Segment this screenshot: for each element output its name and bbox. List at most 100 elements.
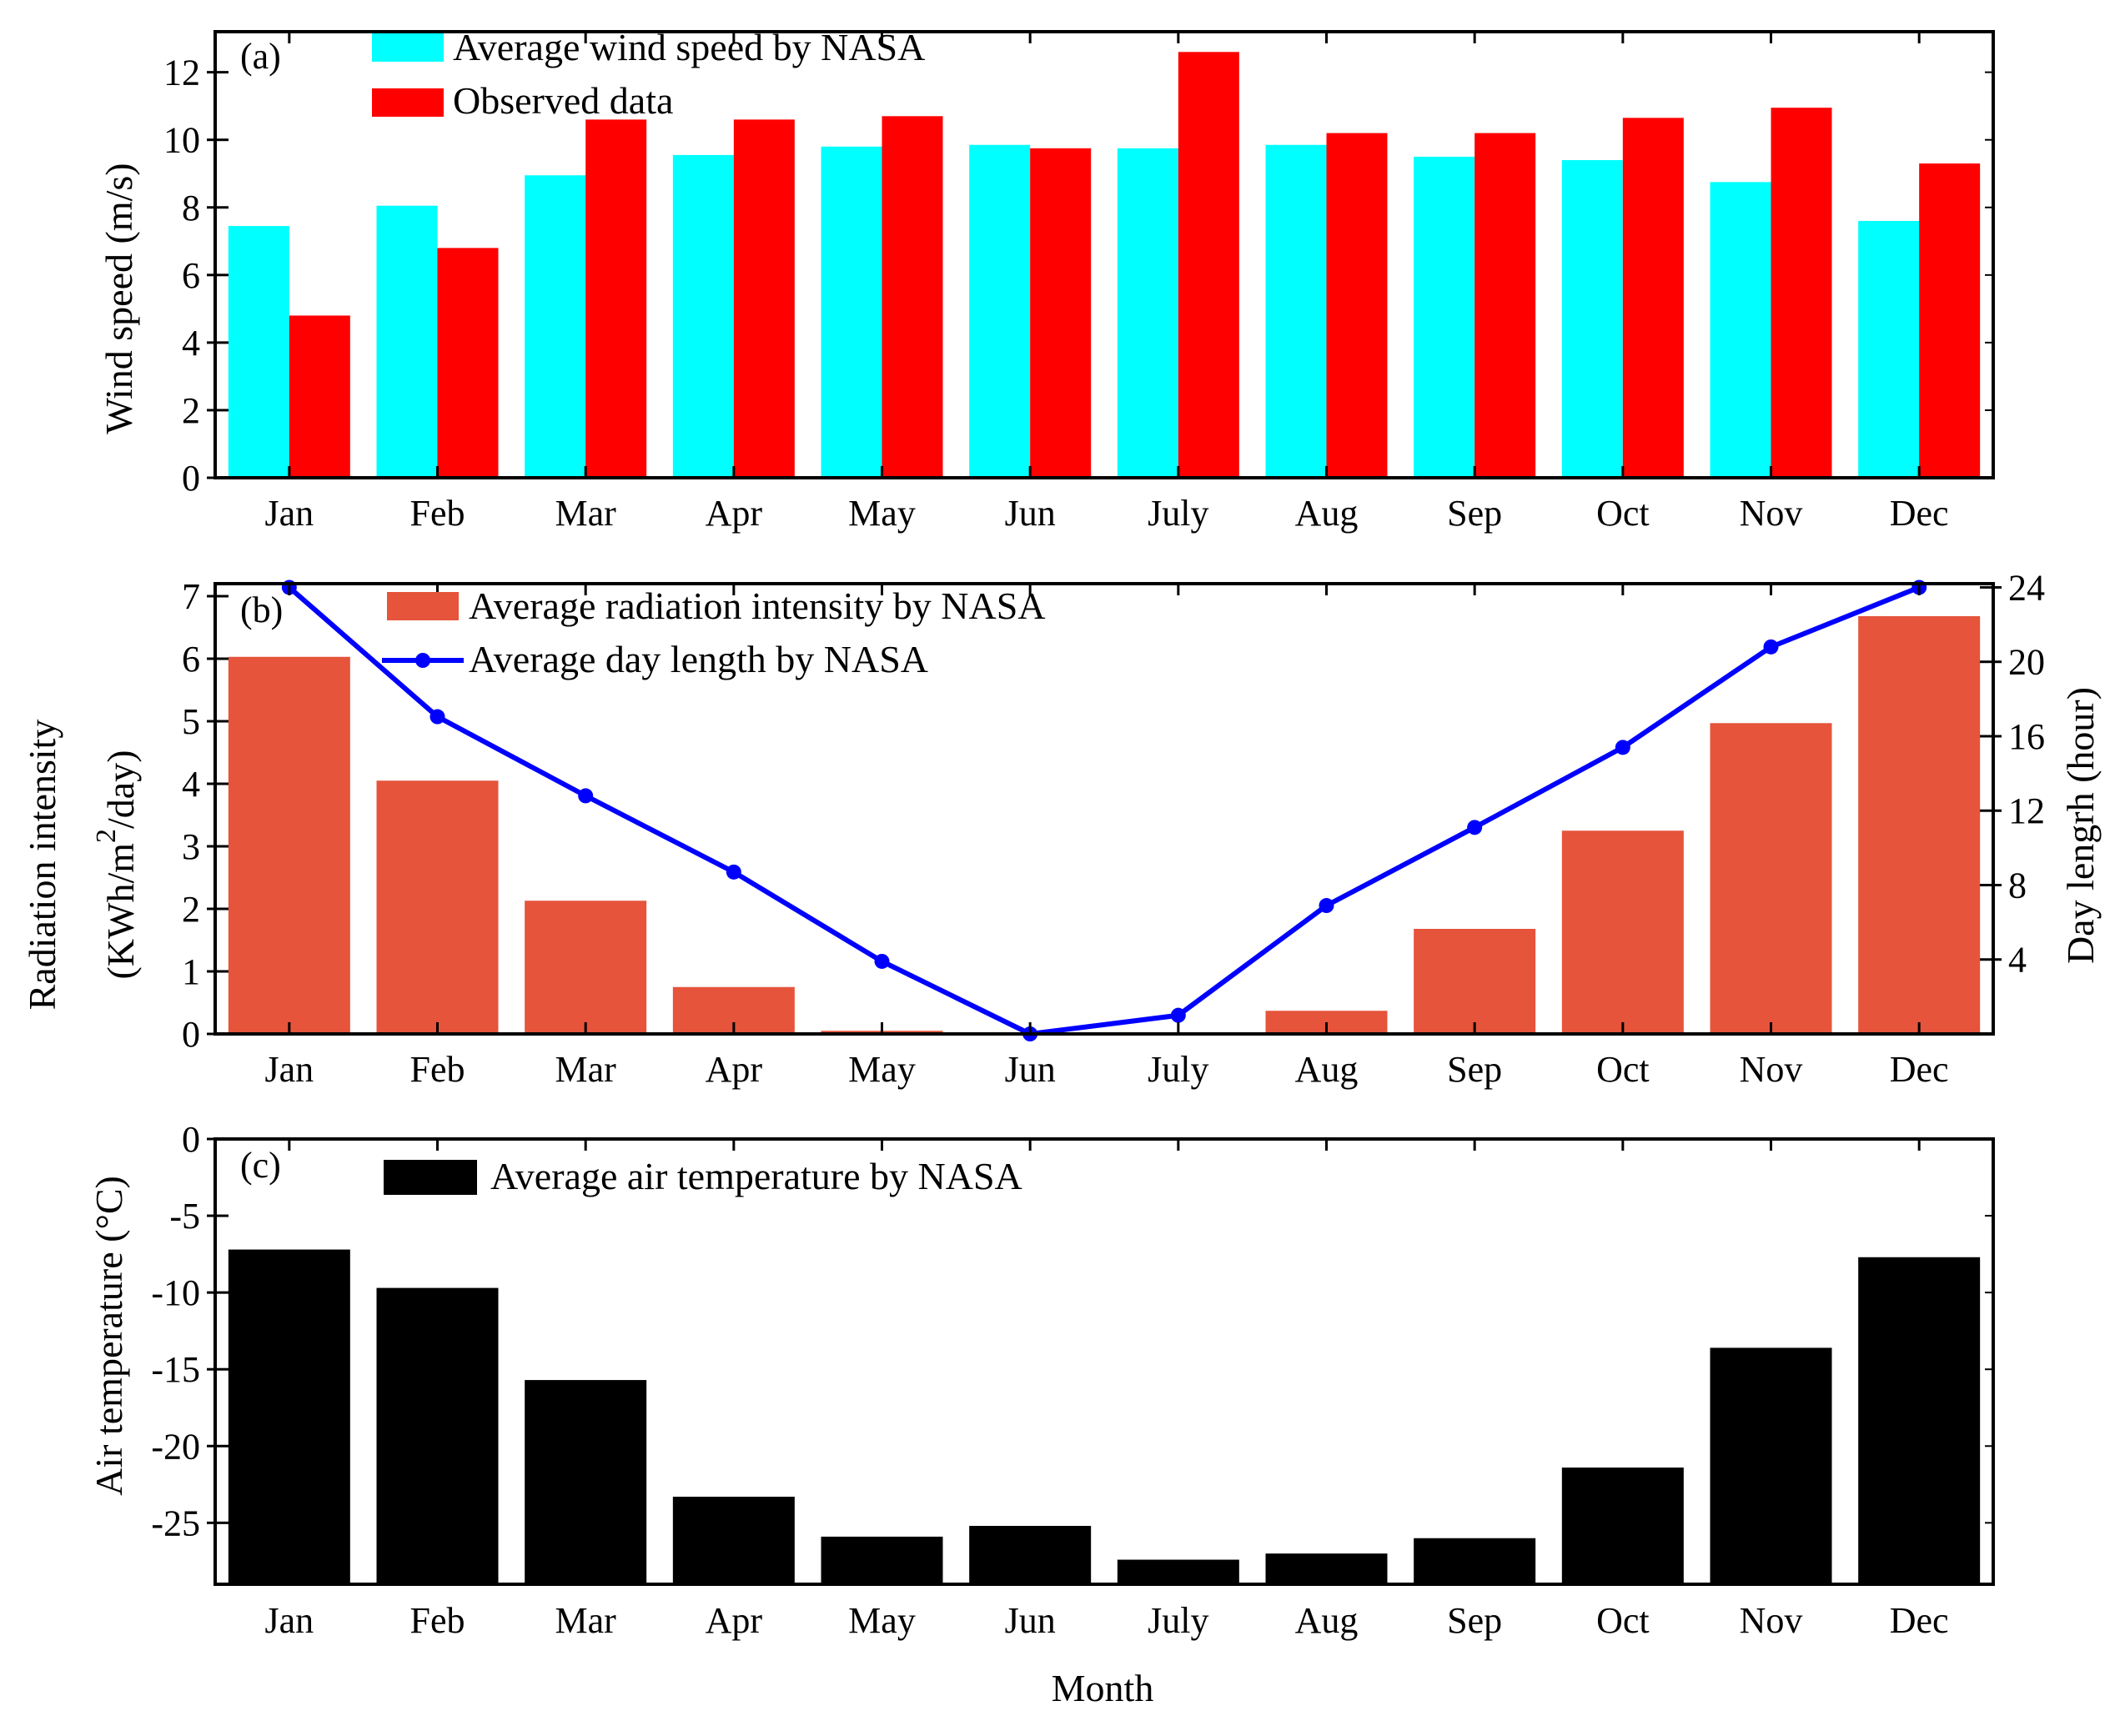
- bar-observed-wind-speed: [1474, 133, 1536, 478]
- panel-b-x-tick-label: May: [848, 1049, 916, 1090]
- panel-c-x-tick-label: Oct: [1596, 1600, 1650, 1641]
- panel-c-frame: [214, 1137, 1995, 1586]
- panel-b-y2-tick-label: 12: [2008, 790, 2045, 831]
- panel-b-x-tick-label: Oct: [1596, 1049, 1650, 1090]
- panel-a-x-tick-label: Nov: [1740, 493, 1803, 534]
- day-length-point: [726, 864, 741, 880]
- panel-b-x-tick-label: Aug: [1295, 1049, 1359, 1090]
- legend-label-day-length: Average day length by NASA: [469, 638, 928, 680]
- bar-observed-wind-speed: [289, 315, 350, 478]
- panel-c-air-temperature: Jan Feb Mar Apr May Jun July Aug Sep Oct Nov Dec 0 -5…: [88, 1119, 1995, 1709]
- panel-c-y-tick-label: -5: [169, 1196, 200, 1237]
- bar-air-temperature: [228, 1249, 350, 1584]
- bar-observed-wind-speed: [1771, 108, 1832, 478]
- panel-a-bars: [228, 52, 1981, 479]
- bar-radiation-intensity: [228, 656, 350, 1034]
- legend-swatch-nasa-wind: [372, 33, 444, 62]
- bar-nasa-wind-speed: [1414, 156, 1475, 478]
- panel-a-y-tick-label: 8: [182, 188, 200, 228]
- panel-b-y-tick-label: 3: [182, 826, 200, 867]
- panel-a-y-tick-label: 0: [182, 458, 200, 499]
- bar-radiation-intensity: [1710, 723, 1832, 1034]
- panel-b-x-tick-label: Feb: [410, 1049, 465, 1090]
- bar-air-temperature: [1561, 1468, 1684, 1584]
- panel-b-x-tick-label: Dec: [1890, 1049, 1949, 1090]
- legend-label-temperature: Average air temperature by NASA: [490, 1155, 1022, 1197]
- bar-nasa-wind-speed: [1561, 160, 1623, 479]
- bar-observed-wind-speed: [1178, 52, 1239, 479]
- panel-a-ticks: Jan Feb Mar Apr May Jun July Aug Sep Oct Nov Dec 0 2 4…: [163, 32, 1993, 534]
- panel-a-y-tick-label: 6: [182, 255, 200, 296]
- panel-c-x-tick-label: Mar: [555, 1600, 617, 1641]
- panel-b-radiation: Jan Feb Mar Apr May Jun July Aug Sep Oct Nov Dec012…: [21, 567, 2102, 1090]
- panel-c-x-tick-label: May: [848, 1600, 916, 1641]
- bar-nasa-wind-speed: [1710, 182, 1771, 478]
- panel-a-x-tick-label: Sep: [1447, 493, 1502, 534]
- bar-air-temperature: [376, 1287, 499, 1584]
- panel-b-y2-tick-label: 8: [2008, 865, 2027, 906]
- bar-observed-wind-speed: [1326, 133, 1388, 478]
- panel-a-x-tick-label: Oct: [1596, 493, 1650, 534]
- panel-c-ticks: Jan Feb Mar Apr May Jun July Aug Sep Oct Nov Dec 0 -5…: [151, 1119, 1993, 1641]
- bar-nasa-wind-speed: [1117, 148, 1178, 479]
- legend-swatch-temperature: [384, 1160, 477, 1195]
- panel-b-y-tick-label: 6: [182, 639, 200, 680]
- panel-c-y-tick-label: -25: [151, 1503, 200, 1543]
- panel-b-y2-tick-label: 16: [2008, 716, 2045, 757]
- bar-nasa-wind-speed: [1858, 220, 1920, 478]
- legend-swatch-radiation: [387, 592, 459, 620]
- panel-b-y-axis-title-line2: (KWh/m2/day): [91, 750, 142, 979]
- panel-a-y-tick-label: 10: [163, 120, 200, 161]
- panel-a-y-axis-title: Wind speed (m/s): [98, 163, 140, 434]
- panel-b-x-tick-label: Mar: [555, 1049, 617, 1090]
- panel-b-y-tick-label: 2: [182, 889, 200, 930]
- panel-a-y-tick-label: 4: [182, 323, 200, 364]
- bar-nasa-wind-speed: [228, 226, 289, 478]
- bar-observed-wind-speed: [1030, 148, 1092, 479]
- day-length-point: [874, 953, 890, 969]
- legend-swatch-observed: [372, 88, 444, 117]
- panel-b-y-axis-unit-prefix: (KWh/m: [99, 843, 142, 980]
- day-length-point: [1763, 639, 1779, 655]
- legend-label-nasa-wind: Average wind speed by NASA: [453, 26, 925, 68]
- panel-b-y2-tick-label: 20: [2008, 642, 2045, 683]
- bar-radiation-intensity: [1858, 616, 1981, 1034]
- panel-a-x-tick-label: July: [1148, 493, 1208, 534]
- panel-c-y-axis-title: Air temperature (°C): [88, 1176, 130, 1496]
- day-length-point: [1615, 740, 1630, 755]
- panel-a-x-tick-label: Feb: [410, 493, 465, 534]
- bar-radiation-intensity: [525, 901, 647, 1034]
- day-length-point: [1319, 898, 1334, 914]
- bar-air-temperature: [672, 1497, 795, 1584]
- bar-radiation-intensity: [1561, 830, 1684, 1034]
- panel-a-tag: (a): [240, 36, 281, 77]
- panel-a-x-tick-label: Dec: [1890, 493, 1949, 534]
- panel-c-y-tick-label: -15: [151, 1349, 200, 1390]
- day-length-point: [1467, 820, 1483, 835]
- panel-a-y-tick-label: 12: [163, 53, 200, 93]
- day-length-point: [578, 788, 594, 804]
- bar-observed-wind-speed: [1622, 118, 1684, 478]
- bar-radiation-intensity: [1414, 929, 1536, 1034]
- panel-a-x-tick-label: Jun: [1005, 493, 1056, 534]
- bar-air-temperature: [1858, 1257, 1981, 1584]
- panel-b-bars: [228, 616, 1981, 1034]
- panel-b-x-tick-label: Apr: [706, 1049, 763, 1090]
- bar-nasa-wind-speed: [525, 175, 586, 478]
- panel-c-x-tick-label: July: [1148, 1600, 1208, 1641]
- panel-a-x-tick-label: Jan: [265, 493, 314, 534]
- panel-c-legend: Average air temperature by NASA: [384, 1155, 1022, 1197]
- bar-observed-wind-speed: [882, 116, 943, 479]
- legend-label-observed: Observed data: [453, 79, 673, 122]
- bar-nasa-wind-speed: [1265, 144, 1327, 478]
- panel-c-bars: [228, 1249, 1981, 1584]
- panel-a-x-tick-label: Mar: [555, 493, 617, 534]
- panel-c-x-tick-label: Feb: [410, 1600, 465, 1641]
- day-length-point: [1170, 1007, 1186, 1023]
- legend-swatch-day-length-marker: [415, 653, 430, 668]
- panel-b-legend: Average radiation intensity by NASA Aver…: [382, 585, 1046, 680]
- bar-radiation-intensity: [376, 780, 499, 1034]
- panel-a-frame: [214, 30, 1995, 479]
- panel-a-x-tick-label: May: [848, 493, 916, 534]
